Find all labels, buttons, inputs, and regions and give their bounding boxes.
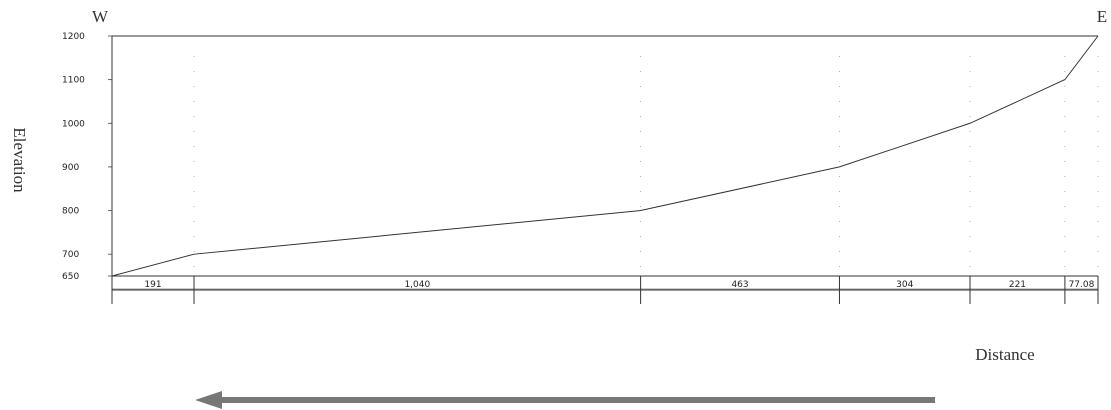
segment-label: 1,040 xyxy=(404,280,430,290)
y-axis-label: Elevation xyxy=(10,127,29,193)
y-tick-label: 800 xyxy=(62,207,79,217)
segment-label: 191 xyxy=(144,280,161,290)
x-axis-label: Distance xyxy=(975,345,1034,364)
y-tick-label: 1200 xyxy=(62,32,85,42)
y-tick-label: 1000 xyxy=(62,119,85,129)
y-tick-label: 1100 xyxy=(62,76,85,86)
segment-label: 221 xyxy=(1009,280,1026,290)
segment-label: 77.08 xyxy=(1069,280,1095,290)
segment-label: 463 xyxy=(731,280,748,290)
elevation-line xyxy=(111,35,1099,277)
y-tick-label: 650 xyxy=(62,272,79,282)
arrow-head xyxy=(195,391,222,409)
east-label: E xyxy=(1097,7,1107,26)
west-label: W xyxy=(92,7,109,26)
y-tick-label: 900 xyxy=(62,163,79,173)
segment-label: 304 xyxy=(896,280,913,290)
direction-arrow xyxy=(195,391,935,409)
y-tick-label: 700 xyxy=(62,250,79,260)
